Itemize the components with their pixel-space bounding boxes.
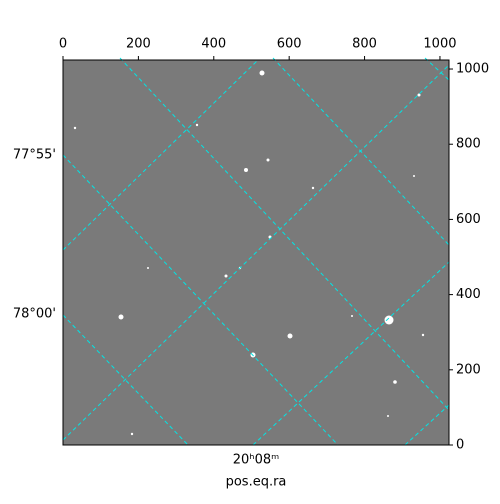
y-tick-label: 400 bbox=[456, 287, 481, 302]
y-tick-label: 200 bbox=[456, 362, 481, 377]
x-tick-label: 800 bbox=[352, 37, 377, 52]
y-tick-label: 0 bbox=[456, 438, 464, 453]
x-tick-label: 1000 bbox=[423, 37, 456, 52]
ra-tick-label: 20ʰ08ᵐ bbox=[233, 453, 279, 468]
x-axis-label: pos.eq.ra bbox=[226, 475, 287, 490]
x-tick-label: 400 bbox=[201, 37, 226, 52]
y-tick-label: 800 bbox=[456, 137, 481, 152]
x-tick-label: 200 bbox=[126, 37, 151, 52]
y-tick-label: 1000 bbox=[456, 62, 489, 77]
axes-frame bbox=[62, 59, 450, 446]
coordinate-grid bbox=[62, 57, 450, 446]
dec-tick-label: 78°00' bbox=[13, 307, 56, 322]
x-tick-label: 600 bbox=[277, 37, 302, 52]
dec-tick-label: 77°55' bbox=[13, 148, 56, 163]
x-tick-label: 0 bbox=[59, 37, 67, 52]
y-tick-label: 600 bbox=[456, 212, 481, 227]
